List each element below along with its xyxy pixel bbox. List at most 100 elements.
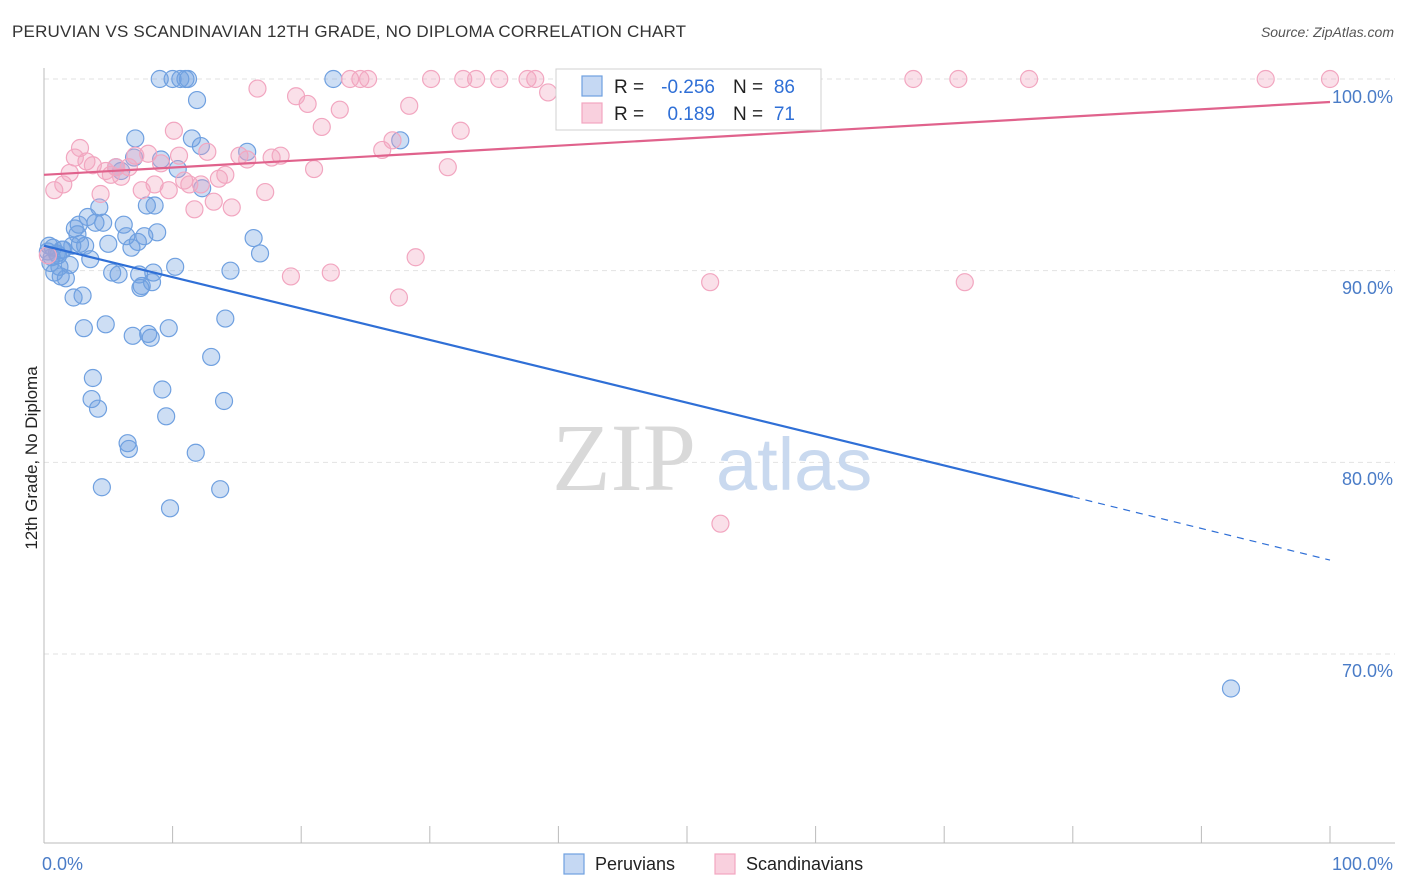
- scandinavians-point-46: [358, 69, 378, 89]
- scandinavians-point-43: [330, 100, 349, 119]
- peruvians-point-49: [141, 328, 160, 347]
- bottom-legend-swatch-scandinavians: [714, 853, 736, 875]
- peruvians-point-75: [221, 261, 240, 280]
- correlation-legend: R = -0.256 N = 86 R = 0.189 N = 71: [555, 68, 822, 131]
- peruvians-point-57: [157, 407, 176, 426]
- peruvians-point-59: [160, 499, 180, 518]
- peruvians-point-22: [83, 368, 102, 388]
- trend-lines: [43, 100, 1331, 561]
- scandinavians-point-37: [281, 267, 301, 286]
- scandinavians-point-50: [400, 96, 419, 115]
- peruvians-point-54: [150, 69, 169, 89]
- scandinavians-point-21: [169, 146, 189, 165]
- scandinavians-point-52: [421, 69, 441, 89]
- peruvians-point-71: [202, 347, 221, 367]
- scandinavians-trend-line: [43, 100, 1331, 176]
- peruvians-point-8: [56, 269, 75, 288]
- scandinavians-point-19: [159, 181, 178, 200]
- bottom-legend-label-peruvians: Peruvians: [595, 854, 675, 874]
- peruvians-point-35: [117, 227, 136, 246]
- scandinavians-point-27: [204, 192, 223, 211]
- y-axis-title: 12th Grade, No Diploma: [22, 366, 41, 550]
- chart-title: PERUVIAN VS SCANDINAVIAN 12TH GRADE, NO …: [12, 22, 687, 41]
- legend-r-label-scandinavians: R =: [614, 104, 644, 125]
- scandinavians-point-51: [406, 248, 425, 267]
- peruvians-point-81: [1221, 679, 1241, 698]
- scandinavians-point-12: [112, 167, 131, 186]
- peruvians-trend-line-extension: [1072, 496, 1331, 561]
- peruvians-point-32: [109, 265, 128, 284]
- scandinavians-point-42: [321, 263, 340, 282]
- scandinavians-point-44: [340, 69, 360, 89]
- scandinavians-point-72: [1256, 69, 1275, 89]
- scandinavians-point-71: [1320, 69, 1340, 89]
- scandinavians-point-40: [304, 159, 324, 179]
- peruvians-point-52: [145, 196, 164, 215]
- peruvians-point-80: [391, 131, 410, 150]
- peruvians-point-56: [153, 380, 172, 399]
- scandinavians-point-53: [438, 158, 457, 177]
- peruvians-point-50: [142, 273, 162, 292]
- scandinavians-point-20: [164, 121, 183, 140]
- scandinavians-point-13: [119, 158, 138, 177]
- watermark-zip: ZIP: [552, 404, 696, 511]
- peruvians-point-77: [244, 228, 263, 248]
- legend-n-label-peruvians: N =: [733, 77, 763, 98]
- scandinavians-point-39: [298, 94, 317, 114]
- peruvians-point-24: [88, 399, 108, 418]
- x-tick-label-0: 0.0%: [42, 854, 83, 874]
- scandinavians-point-25: [191, 175, 210, 194]
- watermark-atlas: atlas: [716, 423, 872, 506]
- scandinavians-point-66: [711, 514, 730, 533]
- scandinavians-point-59: [526, 69, 545, 89]
- peruvians-point-11: [64, 288, 83, 307]
- peruvians-trend-line: [43, 244, 1074, 498]
- peruvians-point-72: [211, 480, 230, 499]
- scandinavians-point-57: [490, 69, 509, 89]
- peruvians-point-34: [114, 215, 133, 234]
- peruvians-point-16: [73, 286, 92, 305]
- peruvians-point-63: [171, 69, 190, 89]
- peruvians-point-62: [168, 159, 187, 179]
- chart-source: Source: ZipAtlas.com: [1260, 24, 1394, 40]
- peruvians-point-68: [187, 90, 207, 110]
- peruvians-point-25: [90, 198, 109, 217]
- peruvians-point-18: [76, 236, 95, 255]
- scandinavians-point-45: [351, 69, 370, 89]
- scandinavians-point-54: [451, 121, 470, 140]
- scandinavians-point-33: [248, 79, 267, 98]
- scandinavians-point-1: [45, 181, 64, 200]
- peruvians-point-73: [214, 391, 234, 411]
- peruvians-point-21: [82, 389, 101, 409]
- legend-n-value-scandinavians: 71: [774, 104, 795, 125]
- legend-r-value-peruvians: -0.256: [661, 77, 715, 98]
- y-tick-label-80: 80.0%: [1342, 469, 1393, 489]
- series-legend: Peruvians Scandinavians: [563, 853, 863, 875]
- scandinavians-point-48: [383, 131, 402, 150]
- peruvians-point-60: [163, 69, 182, 89]
- peruvians-point-79: [324, 69, 343, 89]
- legend-r-value-scandinavians: 0.189: [667, 104, 715, 125]
- peruvians-point-17: [74, 319, 93, 338]
- scandinavians-point-34: [256, 182, 275, 202]
- watermark: ZIP atlas: [552, 404, 872, 511]
- scandinavians-point-2: [54, 175, 73, 194]
- peruvians-point-58: [159, 319, 178, 338]
- peruvians-point-29: [99, 234, 118, 253]
- peruvians-point-78: [250, 244, 270, 263]
- scandinavians-point-56: [466, 69, 486, 89]
- legend-r-label-peruvians: R =: [614, 77, 644, 98]
- peruvians-point-41: [126, 129, 145, 148]
- scandinavians-point-41: [312, 117, 331, 137]
- peruvians-point-26: [92, 478, 111, 497]
- scandinavians-point-29: [216, 165, 235, 184]
- peruvians-point-74: [216, 309, 235, 328]
- x-tick-label-100: 100.0%: [1332, 854, 1393, 874]
- peruvians-point-36: [118, 434, 137, 453]
- peruvians-point-28: [96, 315, 115, 334]
- peruvians-point-53: [148, 223, 167, 242]
- scandinavians-point-67: [904, 69, 923, 89]
- legend-n-label-scandinavians: N =: [733, 104, 763, 125]
- scandinavians-point-69: [955, 273, 974, 292]
- scandinavians-point-49: [389, 288, 409, 307]
